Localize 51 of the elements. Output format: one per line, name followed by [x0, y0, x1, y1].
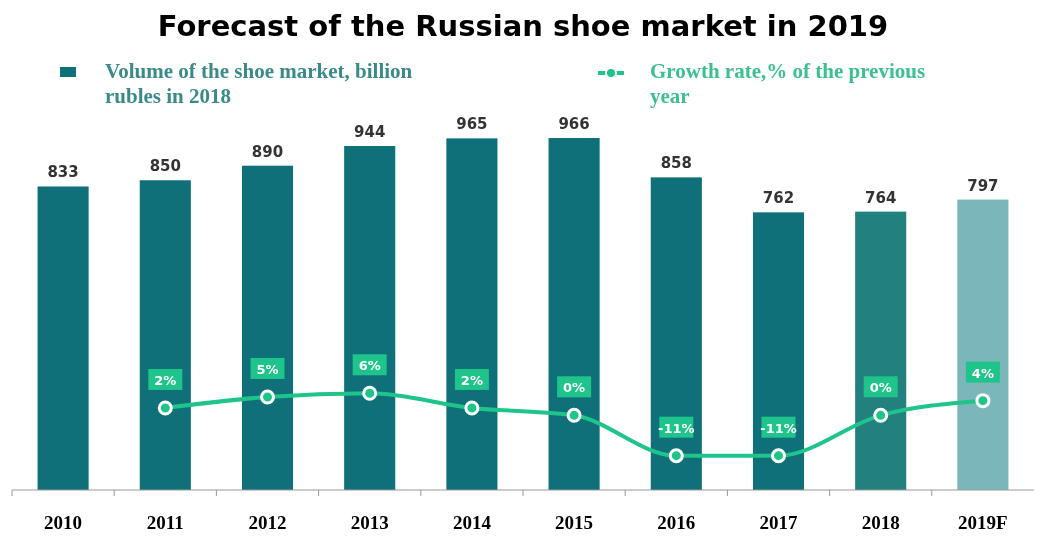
- chart-title: Forecast of the Russian shoe market in 2019: [157, 9, 889, 43]
- data-label: 4%: [971, 365, 994, 381]
- x-tick-label: 2017: [759, 512, 798, 533]
- data-label: 833: [47, 163, 79, 182]
- data-label: -11%: [760, 420, 797, 436]
- point: [464, 400, 480, 416]
- point: [975, 393, 991, 409]
- data-label: 890: [251, 142, 284, 161]
- bar: [752, 212, 805, 490]
- data-label: 0%: [869, 380, 892, 396]
- point: [668, 448, 684, 464]
- data-label: 0%: [563, 380, 586, 396]
- bar: [548, 138, 600, 490]
- point: [771, 448, 786, 464]
- bar: [855, 211, 907, 490]
- bar: [650, 177, 702, 490]
- data-label: -11%: [658, 420, 695, 436]
- bar: [446, 138, 498, 490]
- data-label: 6%: [358, 358, 381, 374]
- data-label: 5%: [256, 361, 279, 377]
- data-label: 965: [456, 115, 488, 134]
- point: [260, 389, 275, 405]
- data-label: 2%: [154, 372, 177, 388]
- point: [362, 385, 378, 401]
- bar: [344, 146, 396, 490]
- x-tick-label: 2016: [657, 512, 696, 533]
- x-tick-label: 2019F: [958, 512, 1008, 533]
- data-label: 944: [354, 123, 386, 142]
- point: [566, 407, 582, 423]
- x-tick-label: 2015: [555, 512, 594, 533]
- bar: [241, 165, 294, 490]
- data-label: 764: [865, 188, 897, 207]
- x-tick-label: 2012: [248, 512, 287, 533]
- bar: [37, 186, 89, 490]
- data-label: 858: [660, 154, 692, 173]
- x-tick-label: 2010: [44, 512, 83, 533]
- data-label: 797: [967, 176, 999, 195]
- x-tick-label: 2018: [861, 512, 900, 533]
- bar: [139, 180, 191, 490]
- data-label: 850: [149, 157, 181, 176]
- point: [157, 400, 173, 416]
- x-tick-label: 2013: [350, 512, 389, 533]
- x-tick-label: 2014: [452, 512, 492, 533]
- x-tick-label: 2011: [146, 512, 184, 533]
- bar: [957, 199, 1009, 490]
- data-label: 2%: [460, 372, 483, 388]
- data-label: 966: [558, 115, 590, 133]
- legend-label: Volume of the shoe market, billion rubles in 2018: [105, 59, 413, 108]
- legend-label: Growth rate,% of the previous year: [650, 59, 926, 108]
- point: [873, 407, 889, 423]
- data-label: 762: [762, 189, 795, 208]
